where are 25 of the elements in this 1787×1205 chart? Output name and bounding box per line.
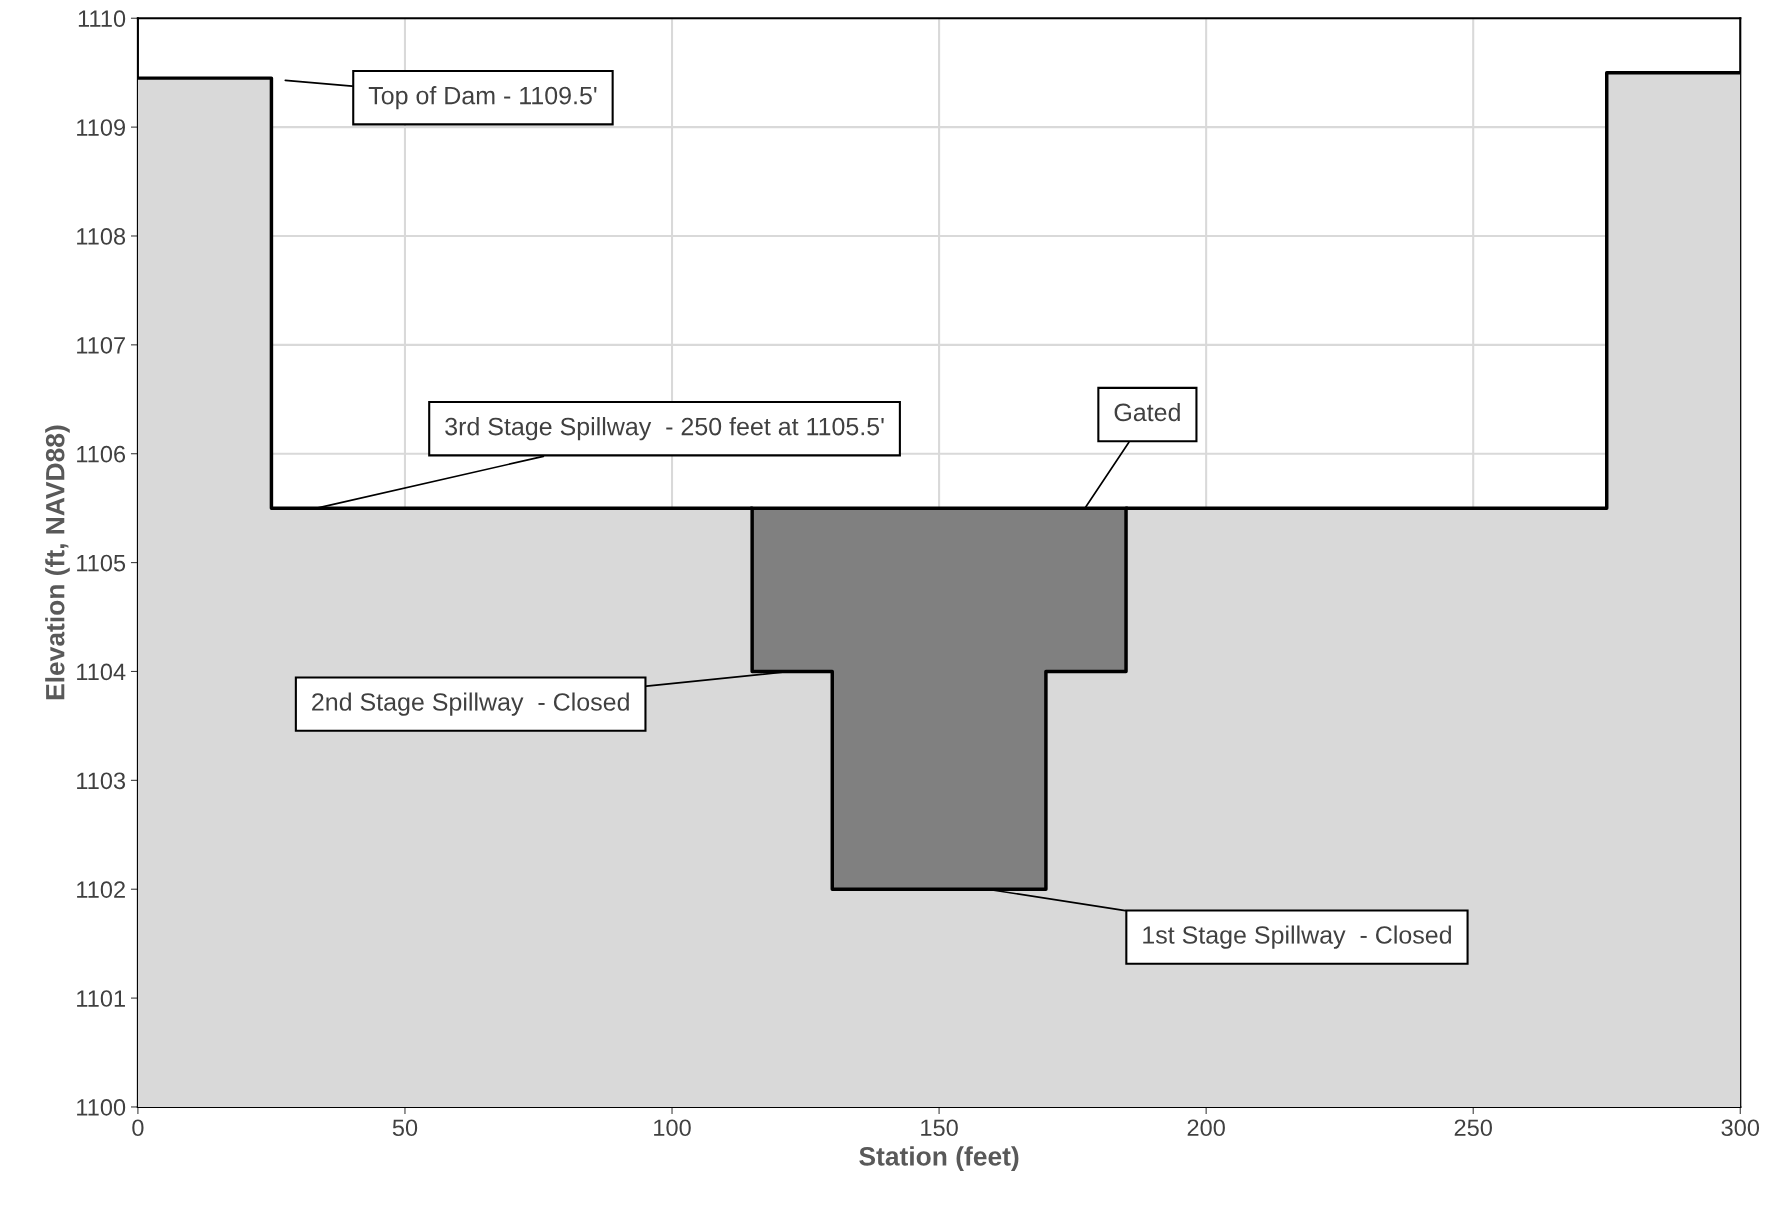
annotation: Top of Dam - 1109.5' xyxy=(368,86,597,110)
x-tick-label: 150 xyxy=(921,1119,958,1137)
x-tick-label: 250 xyxy=(1454,1119,1492,1137)
annotation: Gated xyxy=(1114,402,1180,422)
x-tick-label: 50 xyxy=(392,1119,418,1137)
annotation: 3rd Stage Spillway - 250 feet at 1105.5' xyxy=(445,417,884,441)
y-tick-label: 1108 xyxy=(77,228,126,245)
x-tick-label: 100 xyxy=(654,1119,691,1137)
x-tick-label: 300 xyxy=(1721,1119,1760,1137)
y-tick-label: 1104 xyxy=(77,663,126,681)
y-tick-label: 1101 xyxy=(77,990,125,1007)
annotation: 2nd Stage Spillway - Closed xyxy=(312,692,629,716)
y-tick-label: 1103 xyxy=(77,772,126,790)
y-tick-label: 1110 xyxy=(78,10,126,28)
y-tick-label: 1106 xyxy=(77,445,126,463)
y-tick-label: 1109 xyxy=(77,119,125,136)
y-tick-label: 1102 xyxy=(77,881,125,898)
y-axis-title: Elevation (ft, NAVD88) xyxy=(45,425,70,700)
annotation: 1st Stage Spillway - Closed xyxy=(1143,925,1451,949)
x-tick-label: 0 xyxy=(132,1119,144,1137)
y-tick-label: 1100 xyxy=(77,1099,126,1116)
y-tick-label: 1105 xyxy=(77,554,126,572)
x-tick-label: 200 xyxy=(1187,1119,1225,1137)
x-axis-title: Station (feet) xyxy=(859,1146,1019,1171)
y-tick-label: 1107 xyxy=(77,336,125,354)
